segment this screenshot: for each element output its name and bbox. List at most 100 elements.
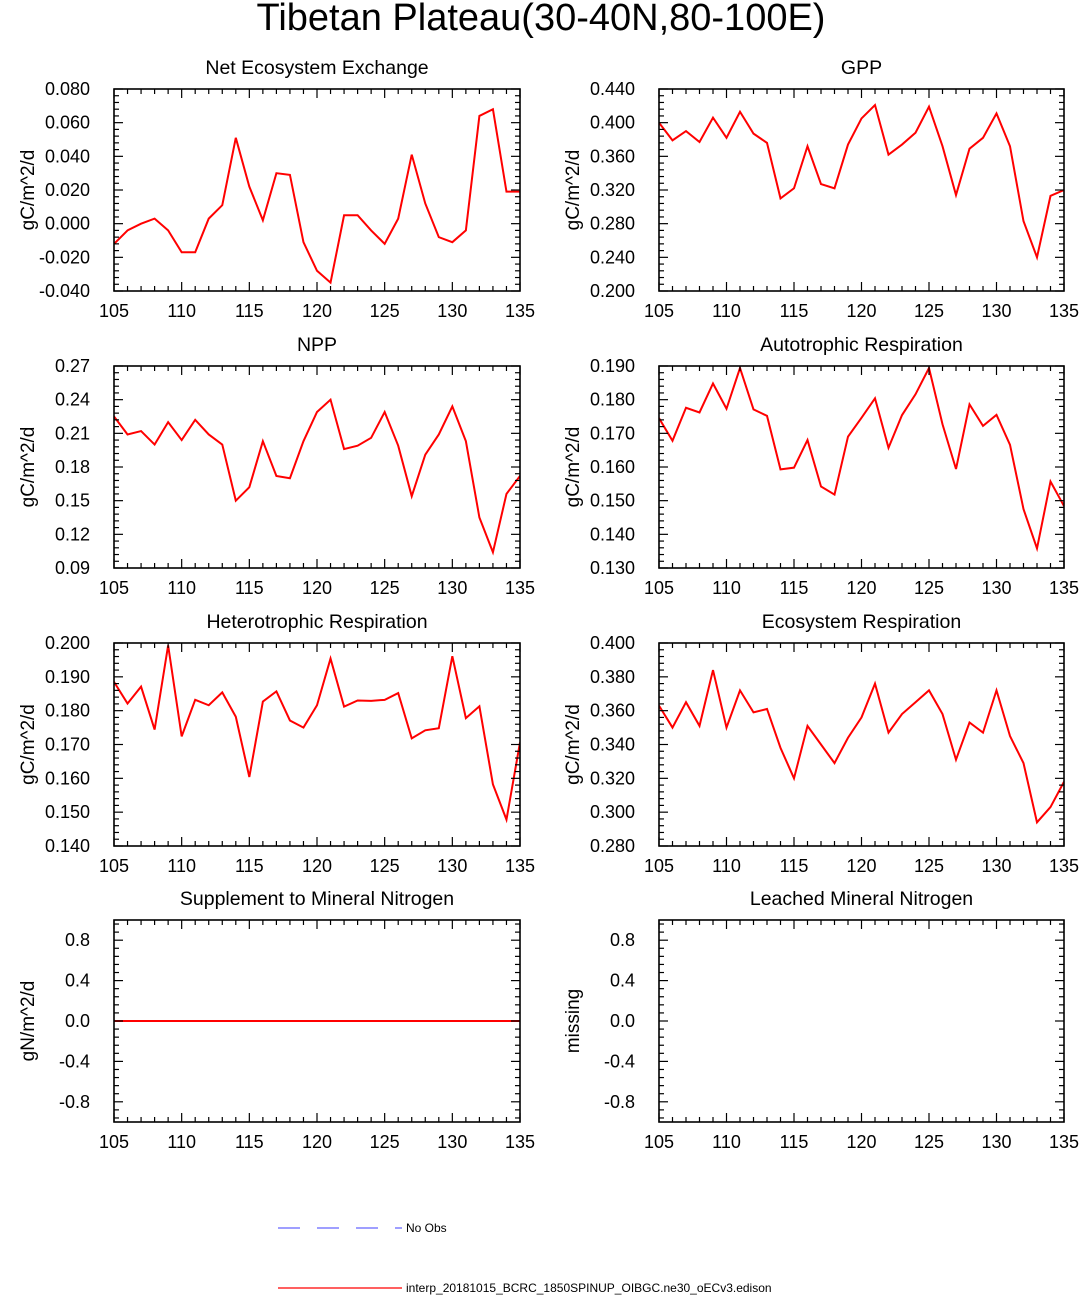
y-tick-label: 0.320	[590, 768, 635, 788]
y-tick-label: 0.240	[590, 247, 635, 267]
x-tick-label: 125	[370, 1132, 400, 1152]
x-tick-label: 105	[644, 856, 674, 876]
y-tick-label: 0.400	[590, 633, 635, 653]
y-tick-label: 0.040	[45, 146, 90, 166]
y-tick-label: 0.12	[55, 524, 90, 544]
x-tick-label: 115	[780, 578, 809, 598]
x-tick-label: 110	[167, 301, 196, 321]
legend-label: No Obs	[406, 1221, 447, 1235]
y-tick-label: 0.130	[590, 558, 635, 578]
x-tick-label: 125	[914, 578, 944, 598]
series-line-0	[114, 397, 520, 556]
x-tick-label: 110	[167, 1132, 196, 1152]
y-tick-label: 0.09	[55, 558, 90, 578]
x-tick-label: 110	[712, 301, 741, 321]
y-tick-label: 0.340	[590, 735, 635, 755]
series-line-0	[659, 103, 1064, 261]
y-tick-label: -0.8	[59, 1092, 90, 1112]
y-axis-label: gC/m^2/d	[18, 427, 39, 508]
x-tick-label: 125	[370, 301, 400, 321]
x-tick-label: 130	[437, 301, 467, 321]
x-tick-label: 115	[235, 578, 264, 598]
x-tick-label: 135	[505, 301, 535, 321]
panel-4: Heterotrophic Respiration gC/m^2/d 105 110 1…	[18, 611, 535, 876]
panel-title: Ecosystem Respiration	[762, 611, 961, 633]
y-tick-label: 0.280	[590, 214, 635, 234]
y-tick-label: -0.4	[604, 1051, 635, 1071]
y-tick-label: 0.0	[610, 1011, 635, 1031]
y-tick-label: 0.080	[45, 79, 90, 99]
legend-item-0: No Obs	[278, 1221, 447, 1235]
x-tick-label: 125	[370, 578, 400, 598]
y-tick-label: 0.060	[45, 113, 90, 133]
panel-3: Autotrophic Respiration gC/m^2/d 105 110 115…	[563, 334, 1079, 598]
x-tick-label: 120	[846, 301, 876, 321]
x-tick-label: 105	[644, 578, 674, 598]
series-group	[114, 397, 520, 556]
series-group	[114, 645, 520, 824]
legend-label: interp_20181015_BCRC_1850SPINUP_OIBGC.ne…	[406, 1281, 772, 1295]
panel-7: Leached Mineral Nitrogen missing 105 110 115…	[563, 888, 1079, 1152]
x-tick-label: 105	[644, 1132, 674, 1152]
y-tick-label: 0.190	[590, 356, 635, 376]
x-tick-label: 125	[914, 301, 944, 321]
x-tick-label: 110	[167, 578, 196, 598]
x-tick-label: 135	[505, 856, 535, 876]
series-line-0	[114, 107, 520, 285]
y-tick-label: 0.8	[65, 930, 90, 950]
y-tick-label: 0.0	[65, 1011, 90, 1031]
x-tick-label: 120	[846, 578, 876, 598]
y-tick-label: 0.360	[590, 701, 635, 721]
y-axis-label: gC/m^2/d	[563, 427, 584, 508]
y-tick-label: 0.24	[55, 390, 90, 410]
x-tick-label: 115	[780, 301, 809, 321]
y-tick-label: 0.140	[590, 524, 635, 544]
panel-title: Supplement to Mineral Nitrogen	[180, 888, 454, 910]
x-tick-label: 120	[302, 301, 332, 321]
x-tick-label: 120	[302, 578, 332, 598]
x-tick-label: 110	[712, 1132, 741, 1152]
x-tick-label: 105	[99, 856, 129, 876]
y-axis-label: gC/m^2/d	[563, 704, 584, 785]
panel-1: GPP gC/m^2/d 105 110 115 120 125 130 135 0.200 0.2…	[563, 57, 1079, 321]
y-axis-label: gC/m^2/d	[18, 150, 39, 231]
x-tick-label: 135	[1049, 301, 1079, 321]
y-tick-label: 0.150	[590, 491, 635, 511]
y-tick-label: 0.160	[590, 457, 635, 477]
plot-frame	[113, 642, 521, 847]
x-tick-label: 120	[846, 856, 876, 876]
y-tick-label: 0.170	[45, 735, 90, 755]
y-tick-label: 0.360	[590, 146, 635, 166]
y-tick-label: 0.180	[590, 390, 635, 410]
panel-title: GPP	[841, 57, 882, 79]
x-tick-label: 115	[780, 1132, 809, 1152]
x-tick-label: 130	[437, 578, 467, 598]
y-tick-label: 0.27	[55, 356, 90, 376]
plot-frame	[658, 919, 1065, 1123]
x-tick-label: 125	[914, 856, 944, 876]
figure-title: Tibetan Plateau(30-40N,80-100E)	[257, 0, 826, 39]
x-tick-label: 105	[644, 301, 674, 321]
y-tick-label: 0.180	[45, 701, 90, 721]
x-tick-label: 130	[437, 1132, 467, 1152]
y-tick-label: 0.8	[610, 930, 635, 950]
y-tick-label: 0.440	[590, 79, 635, 99]
y-tick-label: 0.200	[590, 281, 635, 301]
y-tick-label: 0.000	[45, 214, 90, 234]
x-tick-label: 130	[981, 1132, 1011, 1152]
y-tick-label: 0.4	[610, 971, 635, 991]
y-tick-label: -0.020	[39, 247, 90, 267]
panel-2: NPP gC/m^2/d 105 110 115 120 125 130 135 0.09 0.12…	[18, 334, 535, 598]
panel-title: Autotrophic Respiration	[760, 334, 963, 356]
series-line-0	[659, 366, 1064, 553]
x-tick-label: 130	[981, 856, 1011, 876]
y-tick-label: 0.300	[590, 802, 635, 822]
y-axis-label: gC/m^2/d	[18, 704, 39, 785]
y-tick-label: 0.4	[65, 971, 90, 991]
y-axis-label: gN/m^2/d	[18, 981, 39, 1062]
panel-6: Supplement to Mineral Nitrogen gN/m^2/d 10…	[18, 888, 535, 1152]
x-tick-label: 115	[235, 301, 264, 321]
plot-frame	[113, 365, 521, 569]
y-tick-label: 0.280	[590, 836, 635, 856]
